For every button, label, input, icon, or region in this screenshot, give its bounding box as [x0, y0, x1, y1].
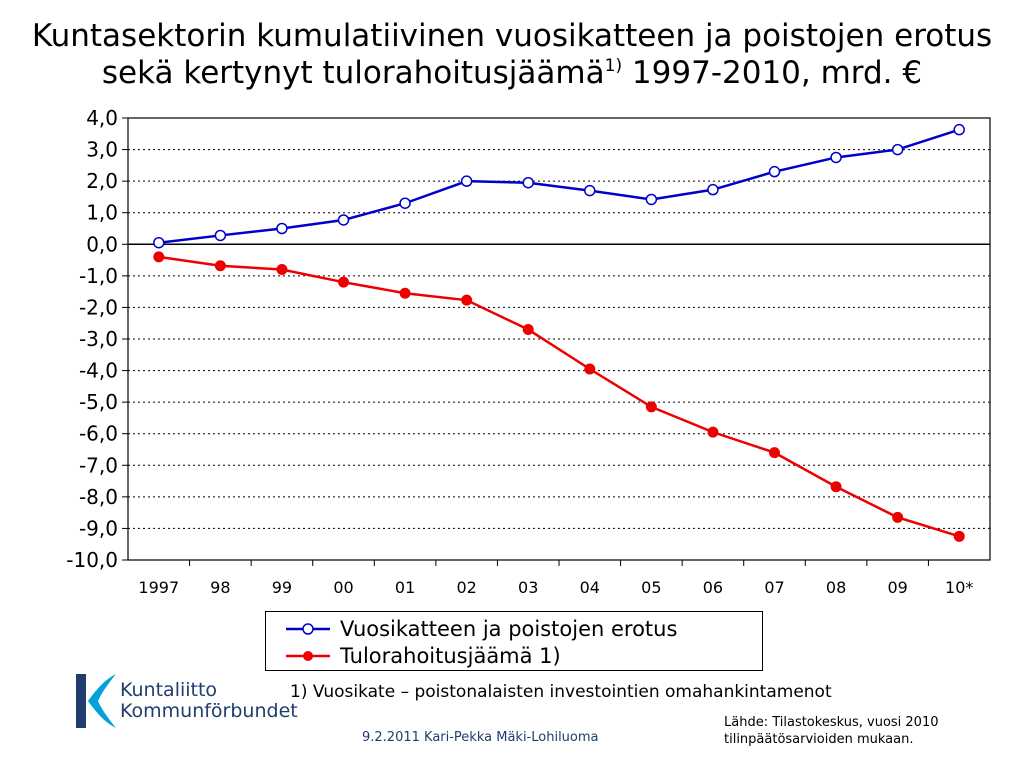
data-point — [399, 287, 411, 299]
source-note: Lähde: Tilastokeskus, vuosi 2010 tilinpä… — [724, 714, 939, 748]
y-tick-label: 4,0 — [86, 106, 118, 130]
chart-legend: Vuosikatteen ja poistojen erotus Tulorah… — [265, 611, 763, 671]
title-superscript: 1) — [604, 56, 623, 76]
line-chart: 4,0 3,0 2,0 1,0 0,0 -1,0 -2,0 -3,0 -4,0 -5,0 -6,0 -… — [66, 106, 991, 597]
data-point — [214, 260, 226, 272]
y-tick-label: 2,0 — [86, 169, 118, 193]
data-point — [522, 176, 534, 189]
title-line-2-years: 1997-2010, mrd. € — [622, 55, 923, 91]
x-tick-label: 08 — [826, 578, 846, 597]
data-point — [768, 165, 781, 178]
data-point — [338, 276, 349, 288]
legend-marker-filled-circle-icon — [286, 650, 330, 661]
data-point — [891, 143, 904, 156]
source-line-1: Lähde: Tilastokeskus, vuosi 2010 — [724, 715, 939, 730]
data-point — [214, 229, 227, 242]
series-line-blue — [158, 128, 960, 244]
data-point — [892, 511, 904, 523]
data-point — [522, 324, 534, 336]
data-point — [399, 197, 411, 209]
series-layer — [153, 123, 965, 542]
footnote: 1) Vuosikate – poistonalaisten investoin… — [290, 682, 832, 702]
y-tick-label: 1,0 — [86, 201, 118, 225]
title-line-2-text: sekä kertynyt tulorahoitusjäämä — [101, 55, 605, 91]
data-point — [953, 123, 965, 136]
author-date: 9.2.2011 Kari-Pekka Mäki-Lohiluoma — [362, 730, 599, 745]
x-tick-label: 10* — [945, 578, 973, 597]
x-tick-label: 01 — [395, 578, 415, 597]
y-tick-label: -5,0 — [79, 390, 118, 414]
y-tick-label: -8,0 — [79, 485, 118, 509]
y-tick-label: -2,0 — [79, 295, 118, 319]
data-point — [953, 530, 965, 542]
series-line-red — [158, 255, 960, 538]
y-tick-label: -9,0 — [79, 516, 118, 540]
legend-item-red: Tulorahoitusjäämä 1) — [266, 642, 561, 669]
y-tick-label: -7,0 — [79, 453, 118, 477]
data-point — [769, 447, 780, 459]
data-point — [645, 401, 657, 413]
x-tick-label: 06 — [703, 578, 723, 597]
data-point — [461, 294, 473, 306]
y-tick-label: -3,0 — [79, 327, 118, 351]
kuntaliitto-logo: Kuntaliitto Kommunförbundet — [72, 670, 332, 732]
data-point — [337, 214, 350, 226]
data-point — [153, 251, 165, 263]
data-point — [153, 236, 165, 249]
y-tick-label: -1,0 — [79, 264, 118, 288]
data-point — [584, 184, 596, 197]
x-tick-label: 98 — [210, 578, 230, 597]
legend-label-red: Tulorahoitusjäämä 1) — [340, 643, 561, 668]
data-point — [460, 175, 473, 187]
x-tick-label: 07 — [764, 578, 784, 597]
y-tick-labels: 4,0 3,0 2,0 1,0 0,0 -1,0 -2,0 -3,0 -4,0 -5,0 -6,0 -… — [66, 106, 118, 572]
x-tick-label: 02 — [456, 578, 476, 597]
title-line-1: Kuntasektorin kumulatiivinen vuosikattee… — [31, 18, 993, 54]
y-tick-label: -4,0 — [79, 359, 118, 383]
kuntaliitto-logo-icon — [76, 674, 116, 728]
data-point — [584, 363, 596, 375]
x-tick-label: 00 — [333, 578, 353, 597]
source-line-2: tilinpäätösarvioiden mukaan. — [724, 732, 914, 747]
data-point — [276, 264, 288, 276]
data-point — [276, 222, 288, 235]
x-tick-label: 05 — [641, 578, 661, 597]
y-tick-label: 0,0 — [86, 232, 118, 256]
x-tick-label: 03 — [518, 578, 538, 597]
x-tick-labels: 1997 98 99 00 01 02 03 04 05 06 07 08 09 10* — [138, 578, 973, 597]
logo-text-line-2: Kommunförbundet — [120, 700, 298, 722]
x-tick-label: 99 — [272, 578, 292, 597]
data-point — [645, 193, 658, 206]
chart-title: Kuntasektorin kumulatiivinen vuosikattee… — [0, 18, 1024, 92]
legend-item-blue: Vuosikatteen ja poistojen erotus — [266, 615, 677, 642]
chart-axes — [122, 117, 991, 566]
data-point — [830, 481, 842, 493]
y-tick-label: 3,0 — [86, 138, 118, 162]
x-tick-label: 1997 — [138, 578, 179, 597]
title-line-2: sekä kertynyt tulorahoitusjäämä1) 1997-2… — [0, 55, 1024, 92]
legend-label-blue: Vuosikatteen ja poistojen erotus — [340, 616, 678, 641]
data-point — [707, 426, 719, 438]
grid-lines — [128, 117, 990, 529]
x-tick-label: 09 — [887, 578, 907, 597]
x-tick-label: 04 — [580, 578, 600, 597]
logo-text-line-1: Kuntaliitto — [120, 679, 218, 701]
data-point — [707, 183, 719, 196]
legend-marker-open-circle-icon — [286, 622, 330, 635]
y-tick-label: -10,0 — [66, 548, 118, 572]
logo-text: Kuntaliitto Kommunförbundet — [120, 680, 298, 722]
data-point — [830, 151, 842, 164]
y-tick-label: -6,0 — [79, 422, 118, 446]
